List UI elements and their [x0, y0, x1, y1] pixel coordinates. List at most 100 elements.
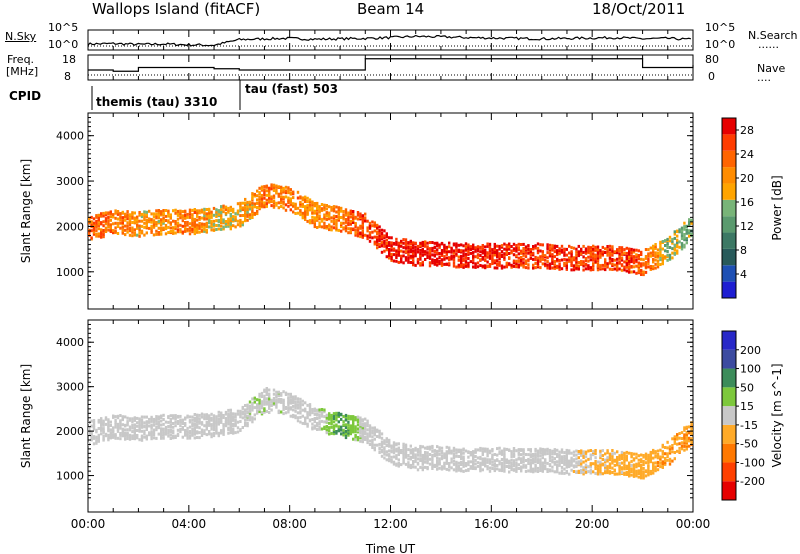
power-cell [174, 208, 177, 212]
power-cell [277, 192, 280, 196]
power-cell [632, 265, 636, 269]
power-cell [604, 247, 607, 251]
velocity-cell [462, 457, 465, 461]
velocity-cell [397, 464, 400, 468]
velocity-cell [402, 457, 405, 461]
power-cell [510, 249, 513, 253]
power-cell [126, 230, 129, 234]
velocity-cell [97, 420, 100, 424]
power-cell [534, 244, 537, 248]
velocity-cell [246, 403, 249, 407]
power-cell [248, 213, 252, 217]
velocity-cell [92, 435, 96, 439]
power-cell [431, 249, 434, 253]
power-cell [436, 263, 439, 267]
velocity-cell [443, 452, 446, 456]
power-cell [323, 221, 326, 225]
velocity-cell [548, 450, 552, 454]
power-cell [479, 250, 482, 254]
velocity-cell [349, 431, 352, 435]
velocity-cell [541, 461, 544, 465]
power-cell [191, 216, 194, 220]
velocity-cell [536, 461, 540, 464]
velocity-cell [580, 471, 583, 475]
power-cell [661, 240, 664, 243]
velocity-cell [580, 451, 583, 455]
velocity-cell [366, 436, 369, 440]
power-cell [234, 225, 237, 229]
power-cell [244, 197, 247, 201]
power-cell [248, 215, 252, 219]
velocity-cell [685, 437, 688, 441]
power-colorbar-swatch [722, 232, 736, 249]
velocity-cell [414, 448, 417, 452]
velocity-cell [606, 456, 609, 460]
power-cell [354, 228, 357, 232]
power-cell [424, 258, 427, 261]
power-cell [100, 232, 103, 236]
velocity-cell [270, 403, 273, 407]
power-cell [316, 206, 319, 210]
velocity-cell [527, 448, 530, 452]
velocity-cell [611, 449, 614, 452]
velocity-cell [496, 467, 499, 471]
velocity-cell [484, 447, 487, 451]
velocity-cell [109, 436, 112, 440]
velocity-cell [558, 453, 561, 457]
power-cell [556, 244, 559, 248]
power-cell [476, 256, 480, 260]
velocity-cell [440, 446, 444, 450]
velocity-cell [563, 459, 566, 463]
power-cell [548, 246, 552, 250]
velocity-cell [668, 449, 672, 453]
velocity-cell [488, 461, 492, 465]
power-cell [174, 211, 177, 215]
velocity-cell [140, 421, 144, 425]
velocity-cell [527, 469, 530, 473]
velocity-cell [460, 451, 463, 454]
velocity-cell [503, 453, 506, 457]
power-cell [268, 199, 271, 203]
power-cell [140, 224, 144, 228]
power-cell [301, 198, 304, 202]
power-cell [380, 240, 384, 244]
velocity-cell [100, 419, 103, 423]
velocity-cell [160, 430, 163, 434]
velocity-cell [452, 459, 456, 463]
power-cell [510, 265, 513, 269]
power-cell [570, 252, 573, 255]
power-cell [95, 215, 98, 219]
power-cell [532, 245, 535, 248]
power-cell [524, 255, 528, 259]
velocity-cell [337, 428, 340, 432]
velocity-cell [587, 465, 590, 469]
velocity-cell [109, 424, 112, 427]
velocity-cell [637, 458, 640, 462]
power-cell [534, 246, 537, 250]
velocity-cell [330, 416, 333, 419]
power-cell [388, 250, 391, 254]
velocity-cell [476, 461, 480, 465]
velocity-cell [426, 451, 429, 455]
velocity-cell [366, 434, 369, 438]
power-cell [616, 248, 619, 252]
velocity-cell [397, 442, 400, 446]
velocity-cell [409, 444, 412, 448]
velocity-cell [412, 448, 415, 452]
velocity-colorbar-tick-label: 200 [740, 344, 761, 357]
velocity-cell [438, 462, 441, 466]
power-cell [654, 243, 657, 246]
velocity-cell [512, 452, 516, 456]
power-cell [496, 259, 499, 263]
velocity-cell [152, 420, 156, 424]
power-cell [332, 219, 336, 223]
velocity-cell [421, 455, 424, 459]
power-cell [354, 225, 357, 229]
velocity-cell [212, 418, 216, 422]
velocity-cell [272, 392, 276, 396]
velocity-cell [608, 466, 612, 470]
power-cell [174, 225, 177, 229]
power-cell [160, 219, 163, 223]
velocity-cell [575, 464, 578, 468]
velocity-cell [505, 465, 508, 468]
